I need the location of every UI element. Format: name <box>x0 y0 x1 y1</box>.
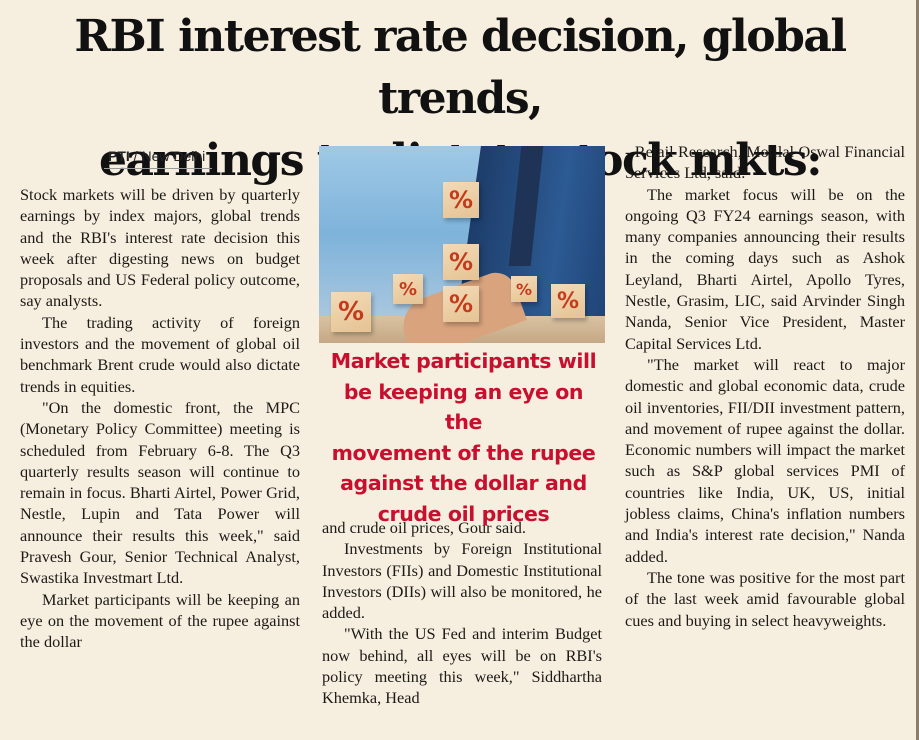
article-column-3: - Retail Research, Motilal Oswal Financi… <box>625 141 905 631</box>
pull-quote-line: against the dollar and <box>340 471 587 495</box>
percent-block-icon: % <box>443 182 479 218</box>
pull-quote: Market participants will be keeping an e… <box>322 346 605 529</box>
paragraph: Investments by Foreign Institutional Inv… <box>322 539 602 623</box>
pull-quote-line: crude oil prices <box>377 501 550 526</box>
percent-block-icon: % <box>393 274 423 304</box>
byline-location: New Delhi <box>141 148 206 164</box>
percent-block-icon: % <box>551 284 585 318</box>
percent-block-icon: % <box>443 244 479 280</box>
article-column-2: and crude oil prices, Gour said. Investm… <box>322 517 602 709</box>
headline-line-1: RBI interest rate decision, global trend… <box>74 11 847 124</box>
paragraph: The trading activity of foreign investor… <box>20 312 300 396</box>
article-photo: % % % % % % % <box>319 146 605 343</box>
byline-agency: PTI <box>108 148 130 164</box>
page-edge <box>916 0 919 740</box>
paragraph: The market focus will be on the ongoing … <box>625 184 905 353</box>
byline-divider <box>104 168 212 169</box>
paragraph: and crude oil prices, Gour said. <box>322 518 526 537</box>
pull-quote-line: be keeping an eye on the <box>343 379 584 435</box>
article-column-1: Stock markets will be driven by quarterl… <box>20 184 300 653</box>
byline-separator: / <box>129 148 142 164</box>
percent-block-icon: % <box>331 292 371 332</box>
paragraph: The tone was positive for the most part … <box>625 567 905 630</box>
byline: PTI / New Delhi <box>108 148 205 164</box>
paragraph: Stock markets will be driven by quarterl… <box>20 185 300 311</box>
paragraph: "The market will react to major domestic… <box>625 354 905 566</box>
pull-quote-line: Market participants will <box>330 349 597 373</box>
pull-quote-line: movement of the rupee <box>331 440 596 465</box>
percent-block-icon: % <box>443 286 479 322</box>
paragraph: Market participants will be keeping an e… <box>20 589 300 652</box>
percent-block-icon: % <box>511 276 537 302</box>
paragraph: - Retail Research, Motilal Oswal Financi… <box>625 142 905 183</box>
paragraph: "With the US Fed and interim Budget now … <box>322 624 602 708</box>
paragraph: "On the domestic front, the MPC (Monetar… <box>20 397 300 588</box>
